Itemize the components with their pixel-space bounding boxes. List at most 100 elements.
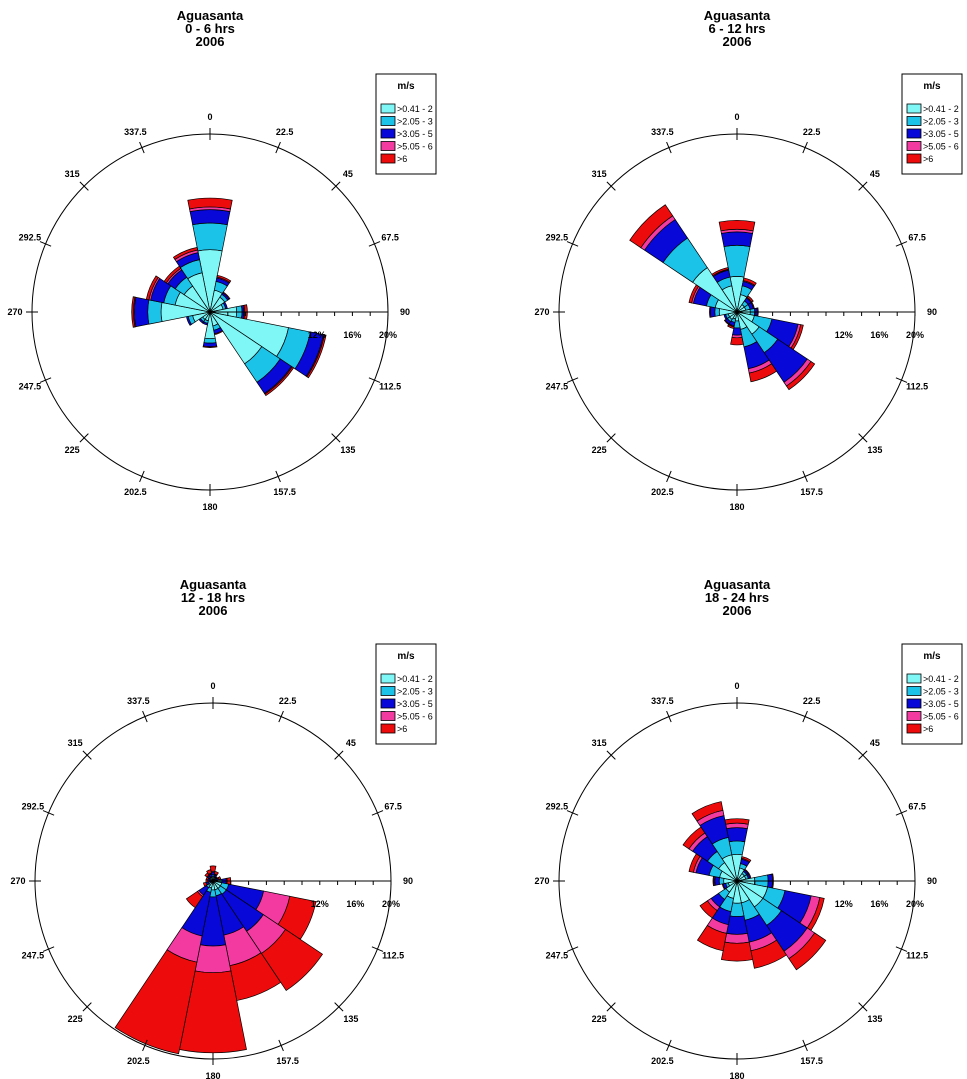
direction-tick bbox=[278, 1039, 284, 1052]
legend-swatch bbox=[380, 141, 396, 151]
petal-segment bbox=[216, 274, 232, 283]
legend-swatch bbox=[380, 128, 396, 139]
direction-label: 45 bbox=[870, 169, 880, 179]
direction-label: 337.5 bbox=[124, 127, 147, 137]
direction-label: 135 bbox=[867, 445, 882, 455]
legend-swatch bbox=[906, 723, 922, 734]
legend-swatch bbox=[906, 153, 922, 164]
petal-segment bbox=[202, 345, 218, 348]
direction-tick bbox=[566, 946, 579, 952]
radial-tick-label: 20% bbox=[906, 899, 924, 909]
direction-label: 112.5 bbox=[382, 951, 404, 961]
direction-label: 112.5 bbox=[379, 382, 401, 392]
petal-segment bbox=[185, 890, 204, 909]
direction-label: 112.5 bbox=[906, 382, 928, 392]
petal-segment bbox=[711, 267, 729, 277]
direction-label: 315 bbox=[592, 738, 607, 748]
direction-label: 247.5 bbox=[19, 382, 42, 392]
direction-tick bbox=[275, 470, 281, 483]
direction-label: 67.5 bbox=[908, 801, 926, 811]
chart-title-line: 12 - 18 hrs bbox=[181, 590, 245, 605]
direction-label: 202.5 bbox=[651, 487, 674, 497]
direction-label: 90 bbox=[927, 876, 937, 886]
petal-segment bbox=[114, 949, 198, 1055]
petal-segment bbox=[724, 818, 750, 825]
legend-label: >2.05 - 3 bbox=[397, 687, 433, 697]
petal-segment bbox=[730, 336, 744, 346]
direction-label: 225 bbox=[68, 1014, 83, 1024]
chart-title-line: 2006 bbox=[199, 603, 228, 618]
direction-label: 67.5 bbox=[908, 232, 926, 242]
legend: m/s >0.41 - 2 >2.05 - 3 >3.05 - 5 >5.05 - 6 >… bbox=[375, 643, 437, 745]
petal-segment bbox=[206, 869, 212, 875]
direction-label: 292.5 bbox=[546, 232, 569, 242]
direction-tick bbox=[42, 946, 55, 952]
petal-segment bbox=[699, 900, 718, 919]
direction-tick bbox=[606, 181, 616, 191]
petal-segment bbox=[785, 360, 816, 391]
direction-tick bbox=[802, 1039, 808, 1052]
chart-title-line: Aguasanta bbox=[180, 577, 247, 592]
petal-segment bbox=[189, 209, 231, 226]
direction-label: 247.5 bbox=[546, 951, 569, 961]
petal-segment bbox=[709, 306, 712, 318]
direction-tick bbox=[858, 1002, 868, 1012]
petal-segment bbox=[714, 307, 720, 317]
radial-tick-label: 16% bbox=[346, 899, 364, 909]
direction-label: 90 bbox=[400, 307, 410, 317]
petal-segment bbox=[203, 337, 217, 344]
legend-swatch bbox=[380, 153, 396, 164]
legend-label: >2.05 - 3 bbox=[923, 117, 959, 127]
direction-label: 247.5 bbox=[546, 382, 569, 392]
legend-label: >5.05 - 6 bbox=[923, 712, 959, 722]
direction-label: 292.5 bbox=[22, 801, 45, 811]
legend: m/s >0.41 - 2 >2.05 - 3 >3.05 - 5 >5.05 - 6 >… bbox=[375, 73, 437, 175]
direction-label: 180 bbox=[205, 1071, 220, 1079]
direction-tick bbox=[42, 810, 55, 816]
legend-swatch bbox=[906, 128, 922, 139]
direction-label: 0 bbox=[207, 112, 212, 122]
legend-swatch bbox=[380, 711, 396, 721]
petal-segment bbox=[629, 204, 674, 249]
legend-title: m/s bbox=[397, 651, 415, 662]
legend-title: m/s bbox=[923, 651, 941, 662]
petal-segment bbox=[145, 275, 159, 301]
direction-tick bbox=[802, 710, 808, 723]
legend: m/s >0.41 - 2 >2.05 - 3 >3.05 - 5 >5.05 - 6 >… bbox=[901, 73, 963, 175]
direction-label: 90 bbox=[927, 307, 937, 317]
direction-label: 225 bbox=[592, 1014, 607, 1024]
direction-tick bbox=[895, 810, 908, 816]
direction-label: 180 bbox=[729, 1071, 744, 1079]
legend-label: >0.41 - 2 bbox=[397, 674, 433, 684]
legend-label: >5.05 - 6 bbox=[397, 712, 433, 722]
direction-tick bbox=[802, 470, 808, 483]
direction-tick bbox=[666, 470, 672, 483]
direction-label: 315 bbox=[592, 169, 607, 179]
direction-tick bbox=[606, 750, 616, 760]
petal-segment bbox=[726, 827, 748, 843]
direction-tick bbox=[371, 946, 384, 952]
legend-label: >0.41 - 2 bbox=[397, 104, 433, 114]
petal-segment bbox=[712, 875, 715, 887]
legend-label: >3.05 - 5 bbox=[397, 699, 433, 709]
petal-segment bbox=[134, 296, 150, 328]
direction-label: 157.5 bbox=[273, 487, 296, 497]
direction-tick bbox=[275, 141, 281, 154]
petal-segment bbox=[788, 932, 827, 971]
direction-tick bbox=[566, 241, 579, 247]
radial-tick-label: 20% bbox=[906, 330, 924, 340]
legend-label: >2.05 - 3 bbox=[923, 687, 959, 697]
radial-tick-label: 12% bbox=[835, 330, 853, 340]
direction-tick bbox=[802, 141, 808, 154]
petal-segment bbox=[724, 932, 750, 944]
direction-label: 315 bbox=[65, 169, 80, 179]
legend-swatch bbox=[906, 698, 922, 709]
petal-segment bbox=[709, 306, 716, 318]
direction-label: 270 bbox=[10, 876, 25, 886]
petal-segment bbox=[264, 366, 295, 397]
direction-label: 270 bbox=[7, 307, 22, 317]
direction-label: 270 bbox=[534, 307, 549, 317]
petal-segment bbox=[742, 277, 757, 286]
